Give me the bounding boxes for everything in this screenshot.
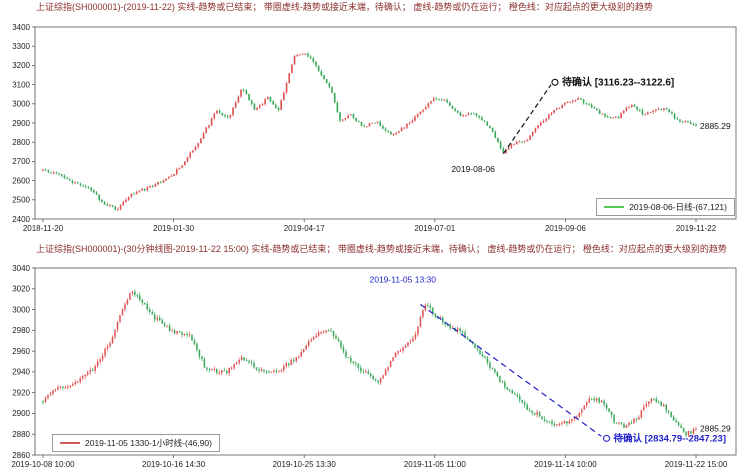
intraday-chart-title: 上证综指(SH000001)-(30分钟线图-2019-11-22 15:00)… [36, 244, 727, 254]
x-tick-label: 2019-09-06 [545, 224, 586, 233]
legend-line-sample [60, 442, 80, 444]
y-tick-label: 2960 [12, 347, 30, 356]
trendline [420, 303, 602, 437]
x-tick-label: 2019-10-16 14:30 [142, 460, 206, 469]
y-tick-label: 3400 [12, 23, 30, 32]
y-tick-label: 2940 [12, 368, 30, 377]
y-tick-label: 3300 [12, 42, 30, 51]
daily-axes: 2400 2500 2600 2700 2800 2900 3000 3100 3200 3300… [12, 23, 737, 233]
y-tick-label: 3100 [12, 80, 30, 89]
daily-candles [42, 52, 697, 212]
trendline [502, 84, 552, 155]
annotation-label: 待确认 [3116.23--3122.6] [562, 75, 674, 88]
y-tick-label: 3200 [12, 61, 30, 70]
y-tick-label: 3020 [12, 285, 30, 294]
x-tick-label: 2019-11-22 15:00 [665, 460, 728, 469]
intraday-chart-panel: 上证综指(SH000001)-(30分钟线图-2019-11-22 15:00)… [0, 242, 743, 474]
y-tick-label: 2900 [12, 119, 30, 128]
intraday-chart-legend: 2019-11-05 1330-1小时线-(46,90) [52, 434, 220, 452]
intraday-last-price-label: 2885.29 [700, 424, 731, 434]
y-tick-label: 2880 [12, 430, 30, 439]
daily-last-price-label: 2885.29 [700, 121, 731, 131]
legend-line-sample [604, 206, 625, 208]
intraday-candles [42, 289, 697, 438]
y-tick-label: 2800 [12, 138, 30, 147]
intraday-annotations: 2019-11-05 13:30 待确认 [2834.79--2847.23] [370, 275, 727, 445]
x-tick-label: 2019-07-01 [414, 224, 455, 233]
x-tick-label: 2019-04-17 [284, 224, 325, 233]
annotation-label: 待确认 [2834.79--2847.23] [614, 432, 726, 444]
x-tick-label: 2018-11-20 [23, 224, 64, 233]
daily-chart-plot: 2400 2500 2600 2700 2800 2900 3000 3100 3200 3300… [12, 23, 737, 233]
daily-annotations: 2019-08-06 待确认 [3116.23--3122.6] [451, 75, 674, 174]
x-tick-label: 2019-11-22 [676, 224, 717, 233]
y-tick-label: 2600 [12, 176, 30, 185]
x-tick-label: 2019-10-25 13:30 [273, 460, 337, 469]
x-tick-label: 2019-10-08 10:00 [11, 460, 75, 469]
x-tick-label: 2019-11-05 11:00 [404, 460, 467, 469]
y-tick-label: 3000 [12, 100, 30, 109]
annotation-label: 2019-11-05 13:30 [370, 275, 437, 285]
intraday-chart-plot: 2860 2880 2900 2920 2940 2960 2980 3000 3020 3040… [11, 264, 737, 469]
y-tick-label: 2920 [12, 388, 30, 397]
legend-label: 2019-08-06-日线-(67,121) [629, 202, 727, 212]
y-tick-label: 2700 [12, 157, 30, 166]
y-tick-label: 2980 [12, 326, 30, 335]
pending-marker-icon [551, 78, 559, 86]
pending-marker-icon [602, 434, 611, 442]
y-tick-label: 2500 [12, 196, 30, 205]
annotation-label: 2019-08-06 [451, 164, 495, 174]
daily-chart-title: 上证综指(SH000001)-(2019-11-22) 实线-趋势或已结束； 带… [36, 2, 653, 12]
y-tick-label: 2400 [12, 215, 30, 224]
legend-label: 2019-11-05 1330-1小时线-(46,90) [85, 438, 212, 448]
daily-chart-legend: 2019-08-06-日线-(67,121) [596, 198, 735, 216]
y-tick-label: 2900 [12, 409, 30, 418]
x-tick-label: 2019-01-30 [153, 224, 194, 233]
x-tick-label: 2019-11-14 10:00 [534, 460, 597, 469]
y-tick-label: 3000 [12, 305, 30, 314]
y-tick-label: 2860 [12, 451, 30, 460]
y-tick-label: 3040 [12, 264, 30, 273]
daily-chart-panel: 上证综指(SH000001)-(2019-11-22) 实线-趋势或已结束； 带… [12, 2, 737, 233]
